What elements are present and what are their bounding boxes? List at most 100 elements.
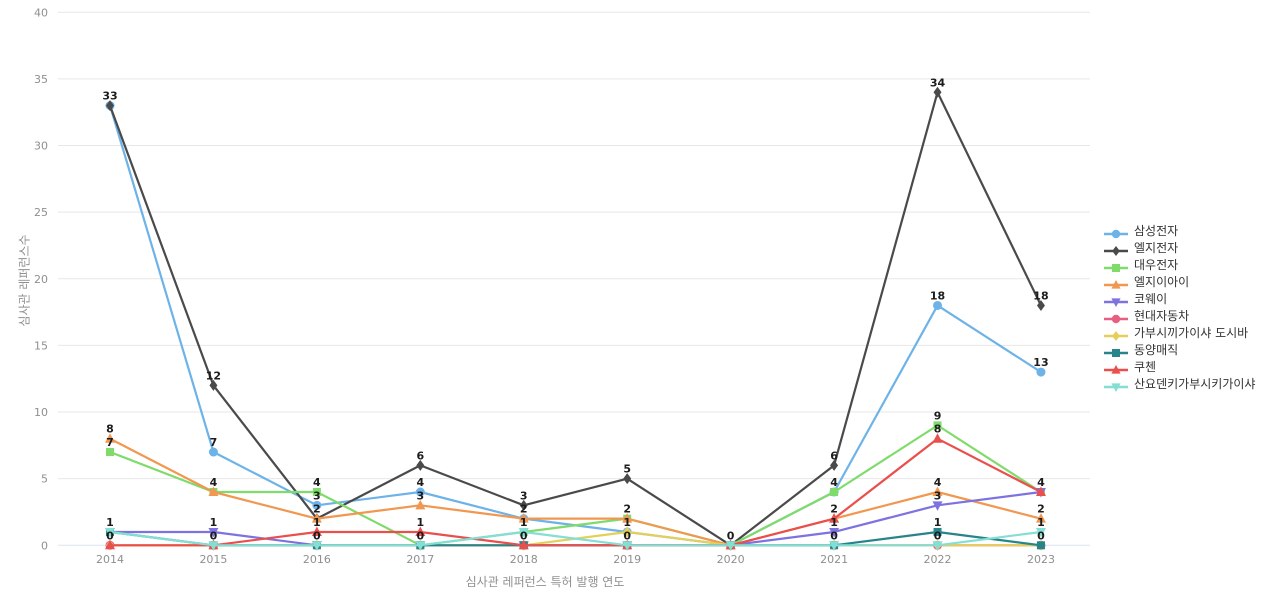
marker-엘지전자-2023 [1036, 299, 1045, 311]
marker-쿠첸-2017 [415, 526, 426, 536]
marker-엘지이아이-2015 [208, 486, 219, 496]
marker-코웨이-2021 [829, 527, 840, 538]
marker-엘지이아이-2019 [622, 513, 633, 523]
data-label-2016-2: 2 [313, 503, 321, 516]
data-label-2014-0: 0 [106, 529, 114, 542]
marker-코웨이-2022 [932, 501, 943, 511]
data-label-2019-1: 1 [623, 516, 631, 529]
data-label-2015-0: 0 [210, 529, 218, 542]
marker-엘지전자-2022 [933, 86, 942, 98]
legend-label: 대우전자 [1134, 258, 1179, 272]
legend-item-동양매직[interactable]: 동양매직 [1103, 341, 1255, 358]
data-label-2022-3: 3 [934, 489, 942, 502]
data-label-2021-4: 4 [830, 476, 838, 489]
series-line-엘지전자 [108, 91, 1043, 547]
marker-산요덴키가부시키가이샤-2020 [725, 541, 736, 551]
triangle-up-icon [1103, 276, 1129, 289]
legend-item-엘지전자[interactable]: 엘지전자 [1103, 239, 1255, 256]
data-label-2019-0: 0 [623, 529, 631, 542]
series-line-엘지이아이 [108, 437, 1043, 547]
marker-쿠첸-2022 [932, 433, 943, 443]
marker-산요덴키가부시키가이샤-2021 [829, 541, 840, 551]
x-tick-2023: 2023 [1027, 553, 1055, 566]
marker-삼성전자-2015 [208, 447, 218, 457]
legend-item-산요덴키가부시키가이샤[interactable]: 산요덴키가부시키가이샤 [1103, 375, 1255, 392]
data-label-2022-0: 0 [934, 529, 942, 542]
legend-item-쿠첸[interactable]: 쿠첸 [1103, 358, 1255, 375]
data-label-2017-1: 1 [416, 516, 424, 529]
data-label-2023-0: 0 [1037, 529, 1045, 542]
legend-item-가부시끼가이샤 도시바[interactable]: 가부시끼가이샤 도시바 [1103, 324, 1255, 341]
series-line-쿠첸 [108, 437, 1043, 547]
x-tick-2022: 2022 [924, 553, 952, 566]
x-tick-2019: 2019 [613, 553, 641, 566]
marker-엘지이아이-2014 [105, 433, 115, 443]
marker-엘지전자-2015 [209, 379, 218, 391]
marker-대우전자-2016 [312, 488, 321, 496]
diamond-icon [1103, 242, 1129, 256]
data-label-2021-2: 2 [830, 503, 838, 516]
series-line-삼성전자 [108, 104, 1043, 547]
x-axis-title: 심사관 레퍼런스 특허 발행 연도 [465, 575, 625, 589]
series-삼성전자 [105, 101, 1046, 550]
marker-쿠첸-2014 [105, 539, 115, 550]
x-tick-2014: 2014 [96, 553, 124, 566]
square-icon [1103, 344, 1129, 357]
square-icon [1103, 259, 1129, 272]
series-line-산요덴키가부시키가이샤 [108, 530, 1043, 547]
marker-대우전자-2014 [106, 448, 114, 457]
legend-label: 삼성전자 [1134, 224, 1179, 238]
legend-label: 엘지전자 [1134, 241, 1179, 255]
x-tick-2015: 2015 [199, 553, 227, 566]
y-tick-25: 25 [34, 206, 48, 219]
marker-엘지이아이-2023 [1035, 513, 1046, 523]
data-label-2017-6: 6 [416, 449, 424, 462]
legend-item-코웨이[interactable]: 코웨이 [1103, 290, 1255, 307]
series-엘지전자 [106, 86, 1045, 551]
legend-item-엘지이아이[interactable]: 엘지이아이 [1103, 273, 1255, 290]
triangle-up-icon [1103, 361, 1129, 374]
data-label-2023-4: 4 [1037, 476, 1045, 489]
data-label-2021-1: 1 [830, 516, 838, 529]
data-label-2022-8: 8 [934, 423, 942, 436]
marker-동양매직-2023 [1036, 541, 1045, 550]
legend-label: 쿠첸 [1134, 360, 1157, 374]
legend-item-현대자동차[interactable]: 현대자동차 [1103, 307, 1255, 324]
triangle-down-icon [1103, 293, 1129, 307]
data-label-2017-0: 0 [416, 529, 424, 542]
x-tick-2017: 2017 [406, 553, 434, 566]
marker-산요덴키가부시키가이샤-2022 [932, 541, 943, 551]
legend-item-대우전자[interactable]: 대우전자 [1103, 256, 1255, 273]
marker-코웨이-2015 [208, 527, 219, 538]
series-line-대우전자 [108, 424, 1043, 547]
marker-산요덴키가부시키가이샤-2017 [415, 541, 426, 551]
data-label-2022-18: 18 [930, 289, 945, 302]
data-label-2015-4: 4 [210, 476, 218, 489]
data-label-2016-3: 3 [313, 489, 321, 502]
marker-대우전자-2021 [830, 488, 839, 496]
data-label-2022-4: 4 [934, 476, 942, 489]
data-label-2018-1: 1 [520, 516, 528, 529]
data-label-2022-1: 1 [934, 516, 942, 529]
data-label-2017-4: 4 [416, 476, 424, 489]
data-label-2016-4: 4 [313, 476, 321, 489]
data-label-2023-13: 13 [1033, 356, 1048, 369]
marker-대우전자-2022 [933, 421, 942, 430]
legend-item-삼성전자[interactable]: 삼성전자 [1103, 222, 1255, 239]
y-tick-40: 40 [34, 6, 48, 19]
marker-쿠첸-2021 [829, 513, 840, 523]
x-tick-2016: 2016 [303, 553, 331, 566]
data-label-2016-0: 0 [313, 529, 321, 542]
data-label-2019-2: 2 [623, 503, 631, 516]
data-label-2018-0: 0 [520, 529, 528, 542]
legend-label: 코웨이 [1134, 292, 1168, 306]
series-대우전자 [106, 421, 1045, 550]
circle-icon [1103, 310, 1129, 323]
data-label-2020-0: 0 [727, 529, 735, 542]
marker-엘지전자-2017 [416, 459, 425, 471]
marker-엘지전자-2021 [830, 459, 839, 471]
data-label-2022-9: 9 [934, 409, 942, 422]
